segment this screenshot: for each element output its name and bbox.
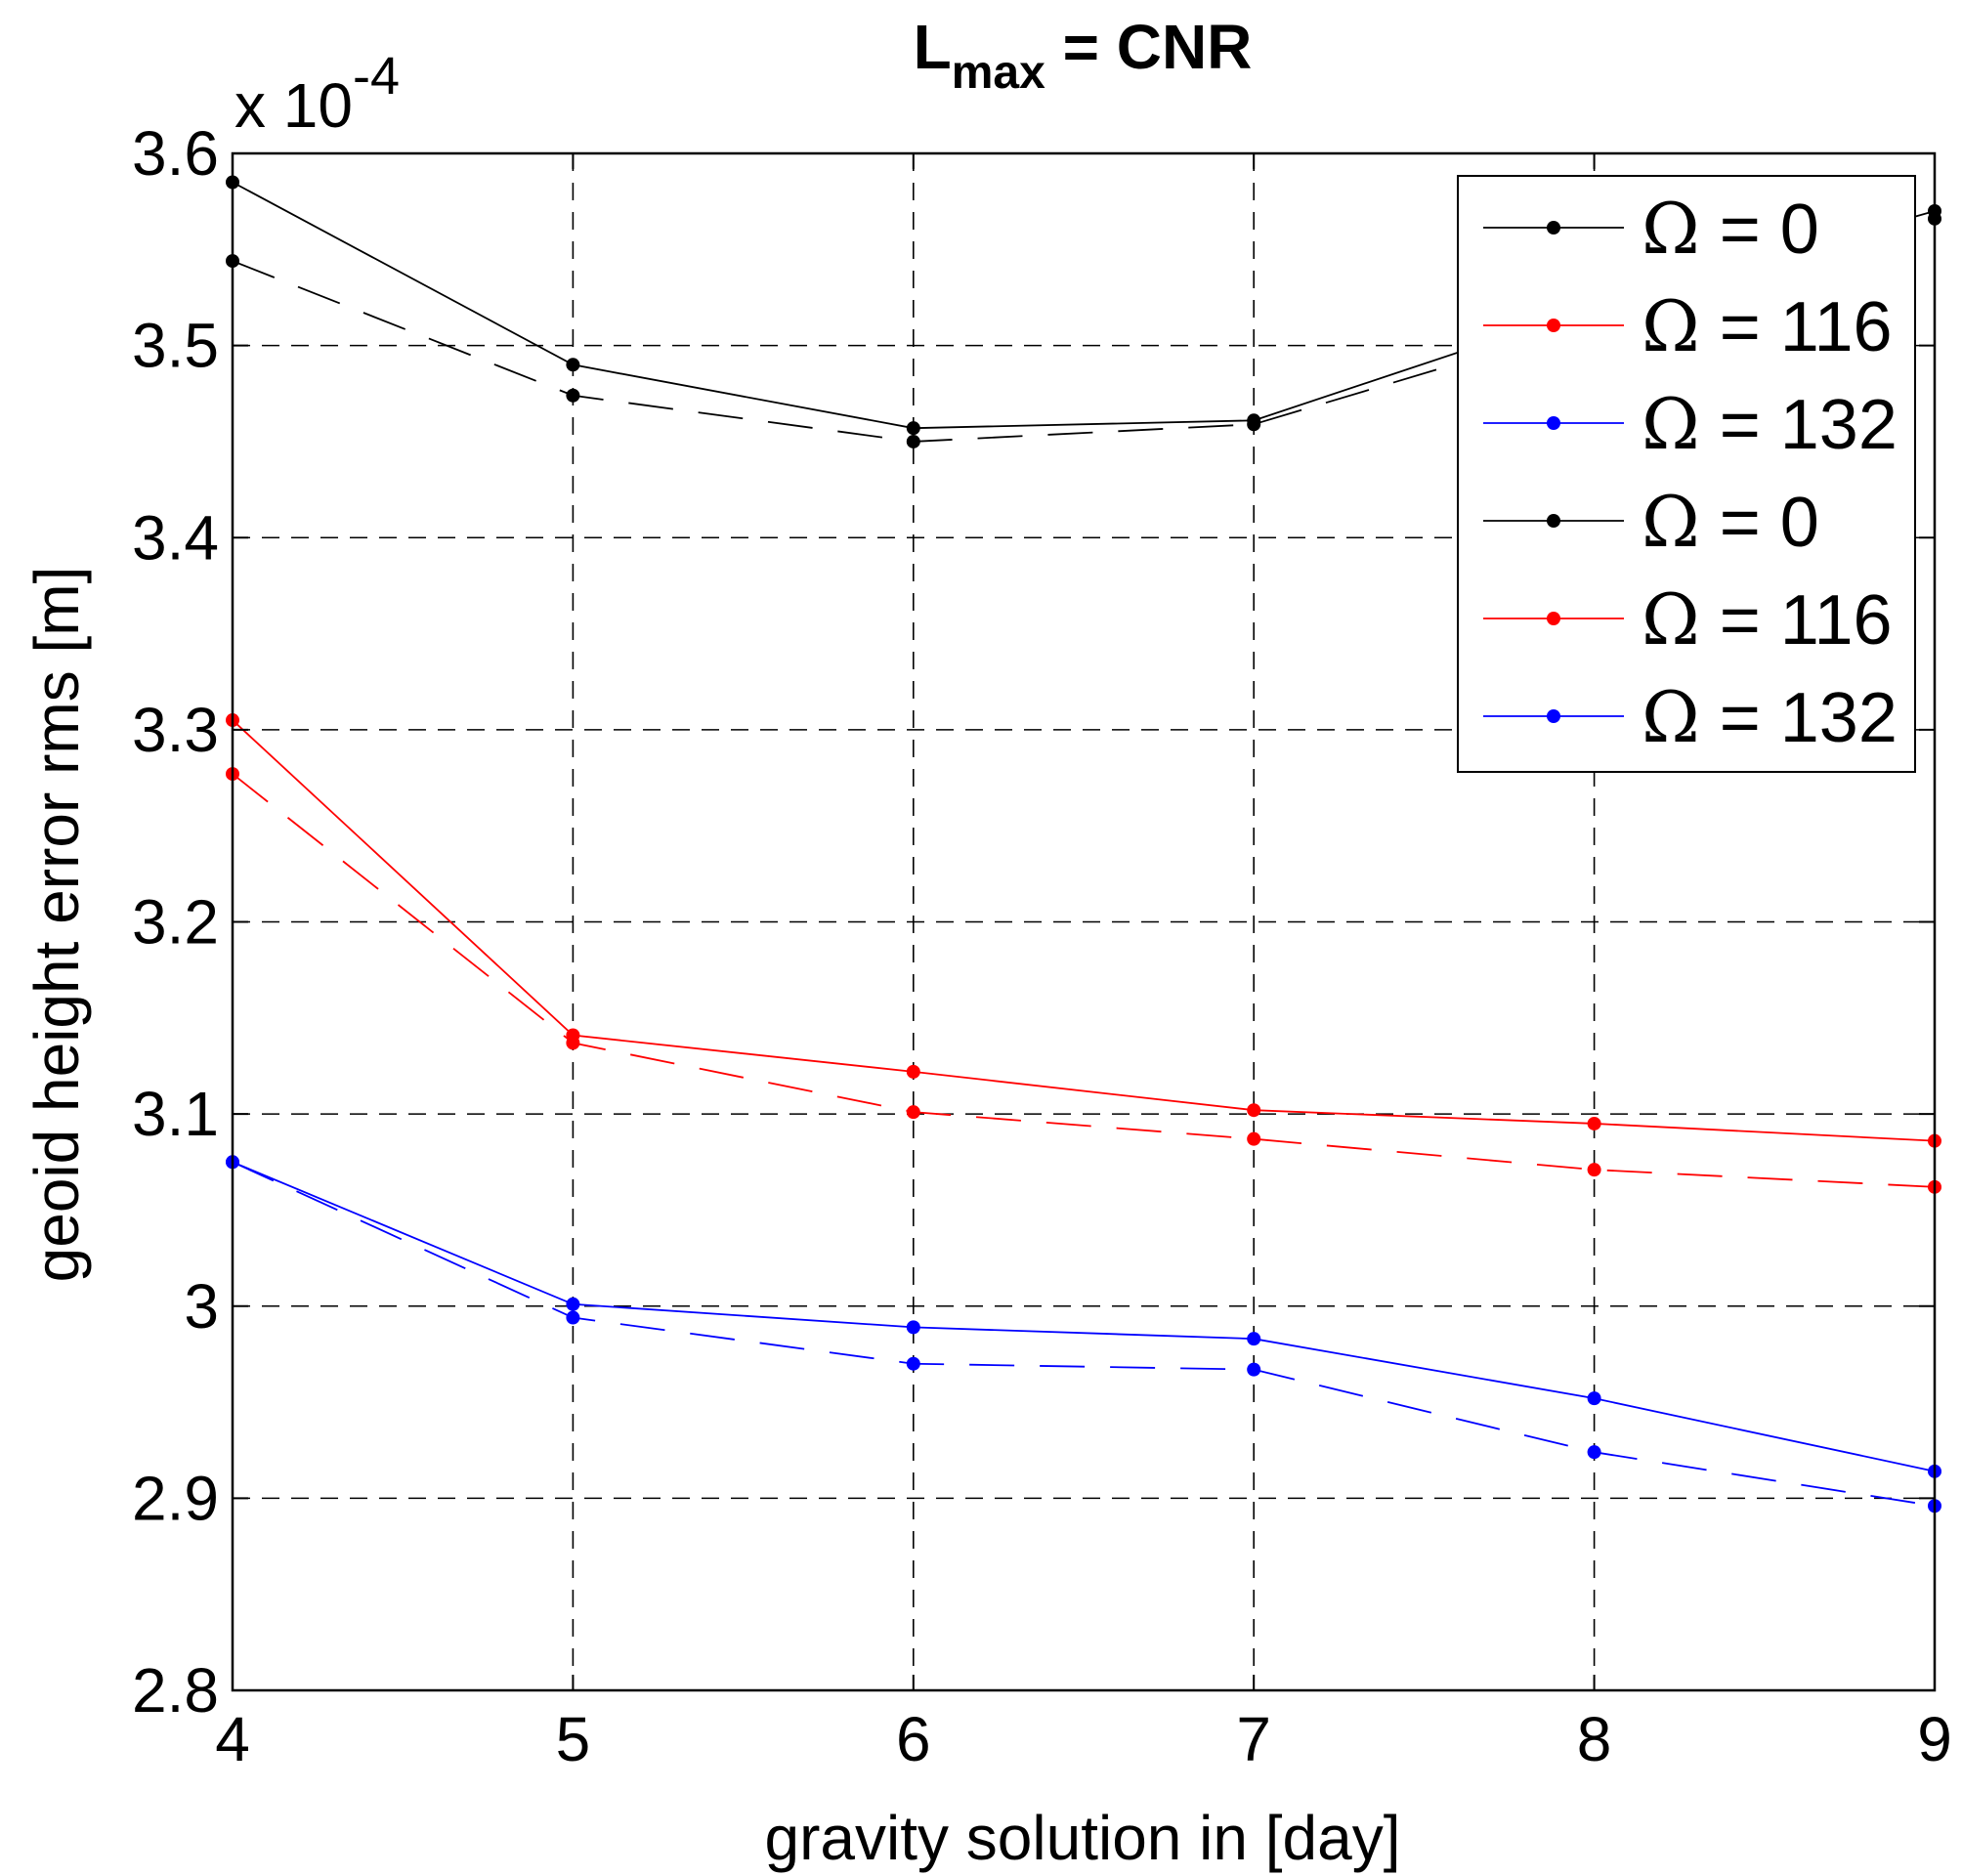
legend-omega-symbol: Ω <box>1642 285 1700 367</box>
legend-marker <box>1547 221 1560 234</box>
data-point <box>1247 417 1261 432</box>
data-point <box>906 1105 920 1120</box>
y-tick-label: 3.3 <box>132 695 219 765</box>
legend-value: = 0 <box>1700 191 1819 269</box>
y-axis-label: geoid height error rms [m] <box>21 567 92 1283</box>
chart-title-subscript: max <box>952 47 1045 99</box>
legend-label: Ω = 132 <box>1642 383 1898 465</box>
legend-item: Ω = 132 <box>1483 383 1898 465</box>
legend-item: Ω = 116 <box>1483 285 1893 367</box>
y-tick-label: 2.9 <box>132 1463 219 1533</box>
x-tick-label: 9 <box>1917 1704 1952 1774</box>
legend-item: Ω = 0 <box>1483 188 1819 270</box>
legend-marker <box>1547 319 1560 332</box>
legend-value: = 0 <box>1700 484 1819 562</box>
y-tick-label: 3.2 <box>132 887 219 958</box>
legend-label: Ω = 0 <box>1642 188 1819 270</box>
data-point <box>566 388 580 403</box>
data-point <box>566 358 580 372</box>
data-point <box>566 1036 580 1050</box>
legend-label: Ω = 116 <box>1642 285 1893 367</box>
legend-omega-symbol: Ω <box>1642 676 1700 758</box>
data-point <box>906 421 920 436</box>
legend-marker <box>1547 514 1560 528</box>
legend-value: = 116 <box>1700 581 1893 660</box>
legend-item: Ω = 116 <box>1483 578 1893 661</box>
x-axis-label: gravity solution in [day] <box>765 1803 1401 1873</box>
series-line <box>232 719 1936 1142</box>
data-point <box>1247 1362 1261 1377</box>
legend-omega-symbol: Ω <box>1642 383 1700 465</box>
legend-label: Ω = 0 <box>1642 481 1819 563</box>
y-multiplier: x 10-4 <box>235 47 400 141</box>
chart-title-suffix: = CNR <box>1045 12 1253 82</box>
legend-omega-symbol: Ω <box>1642 188 1700 270</box>
chart-title-main: L <box>914 12 952 82</box>
data-point <box>1587 1391 1601 1406</box>
series-5 <box>226 1155 1941 1514</box>
data-point <box>906 1064 920 1079</box>
y-tick-label: 3.4 <box>132 502 219 573</box>
legend-omega-symbol: Ω <box>1642 481 1700 563</box>
y-tick-label: 2.8 <box>132 1655 219 1726</box>
series-line <box>232 773 1936 1188</box>
legend-label: Ω = 132 <box>1642 676 1898 758</box>
legend-value: = 116 <box>1700 288 1893 366</box>
series-4 <box>226 767 1941 1194</box>
data-point <box>906 1356 920 1371</box>
series-line <box>232 217 1936 443</box>
x-tick-label: 6 <box>896 1704 931 1774</box>
x-tick-label: 8 <box>1577 1704 1612 1774</box>
y-tick-label: 3 <box>184 1271 219 1342</box>
data-point <box>906 1320 920 1335</box>
series-line <box>232 1161 1936 1472</box>
data-point <box>1247 1332 1261 1346</box>
legend-marker <box>1547 612 1560 625</box>
y-tick-label: 3.6 <box>132 118 219 189</box>
legend-marker <box>1547 416 1560 430</box>
legend-item: Ω = 0 <box>1483 481 1819 563</box>
legend-box <box>1457 175 1916 773</box>
legend-marker <box>1547 709 1560 723</box>
legend-item: Ω = 132 <box>1483 676 1898 758</box>
y-tick-label: 3.5 <box>132 311 219 381</box>
data-point <box>1587 1163 1601 1177</box>
x-tick-label: 7 <box>1236 1704 1271 1774</box>
legend-value: = 132 <box>1700 386 1898 464</box>
legend-omega-symbol: Ω <box>1642 578 1700 661</box>
data-point <box>906 434 920 448</box>
data-point <box>1247 1103 1261 1118</box>
legend-value: = 132 <box>1700 679 1898 757</box>
y-multiplier-exponent: -4 <box>353 47 400 106</box>
x-tick-label: 4 <box>215 1704 250 1774</box>
x-axis: 4 5 6 7 8 9 <box>215 153 1952 1774</box>
chart-title: Lmax = CNR <box>914 12 1253 99</box>
series-1 <box>226 713 1941 1148</box>
data-point <box>566 1310 580 1325</box>
legend-label: Ω = 116 <box>1642 578 1893 661</box>
y-tick-label: 3.1 <box>132 1079 219 1149</box>
series-line <box>232 1161 1936 1508</box>
data-point <box>566 1297 580 1311</box>
data-point <box>1247 1131 1261 1146</box>
y-axis: 2.8 2.9 3 3.1 3.2 3.3 3.4 3.5 3.6 <box>132 118 1935 1726</box>
y-multiplier-base: x 10 <box>235 70 353 141</box>
x-tick-label: 5 <box>556 1704 591 1774</box>
data-point <box>1587 1116 1601 1130</box>
data-point <box>1587 1445 1601 1460</box>
